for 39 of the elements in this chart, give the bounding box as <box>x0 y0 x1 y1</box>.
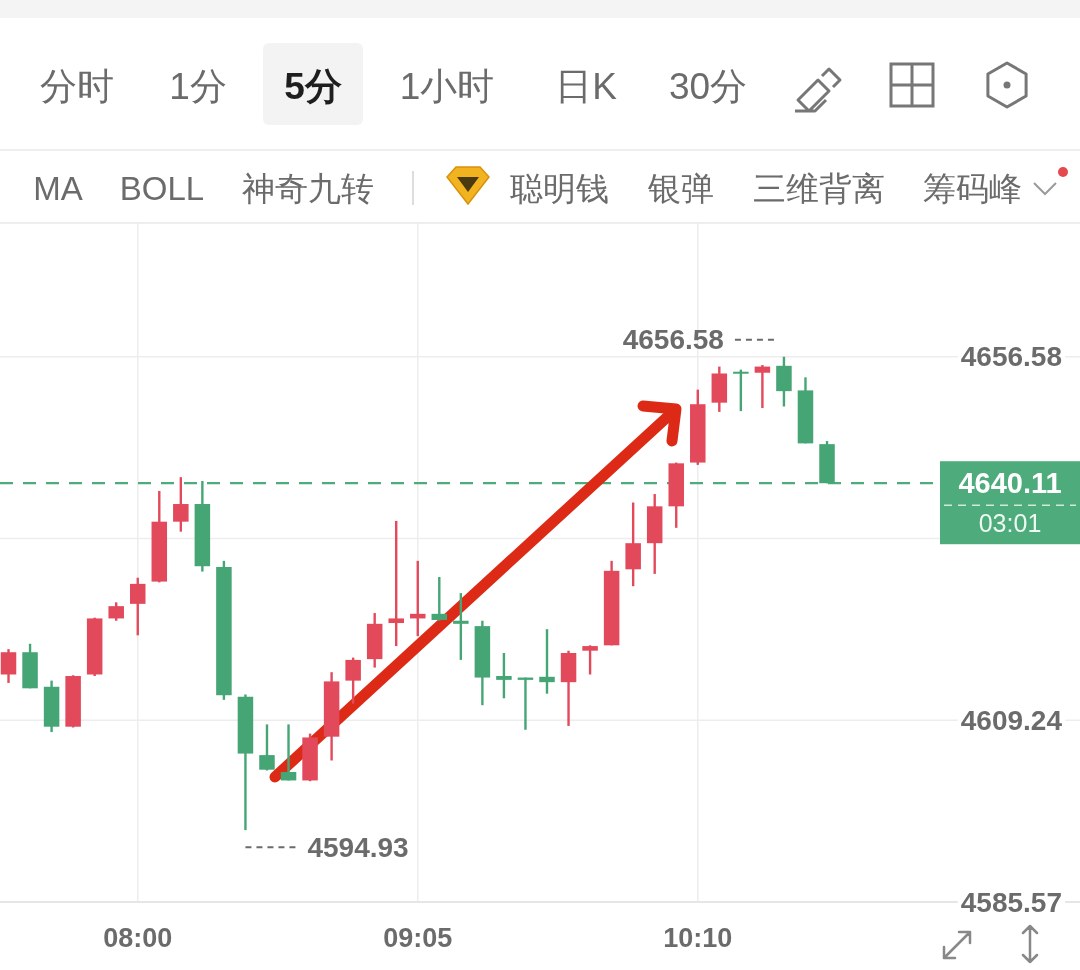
y-tick-label: 4585.57 <box>960 886 1062 918</box>
candlestick <box>259 723 275 772</box>
text: 三维背离 <box>753 169 885 207</box>
x-tick-label: 08:00 <box>103 923 173 953</box>
y-tick-label: 4656.58 <box>960 341 1062 373</box>
candlestick <box>108 601 124 622</box>
ref-line-label: 4640.11 <box>958 467 1062 500</box>
candlestick <box>754 363 771 410</box>
x-tick-label: 09:05 <box>383 923 453 953</box>
candlestick <box>453 591 469 662</box>
candlestick <box>0 647 17 685</box>
candlestick <box>410 559 426 638</box>
text: 神奇九转 <box>242 169 374 207</box>
text: 30分 <box>668 65 748 107</box>
text: 筹码峰 <box>922 169 1022 207</box>
candlestick <box>431 575 448 622</box>
annotation: 4656.58 <box>622 324 724 356</box>
text: 日K <box>555 65 618 107</box>
x-tick-label: 10:10 <box>663 923 733 953</box>
candlestick <box>539 627 555 695</box>
candlestick <box>280 723 297 782</box>
text: 分时 <box>40 65 114 107</box>
candlestick <box>733 368 749 413</box>
annotation: 4594.93 <box>307 831 409 863</box>
candlestick <box>582 644 598 676</box>
candlestick <box>388 519 404 648</box>
text: 聪明钱 <box>509 169 609 207</box>
text: BOLL <box>119 169 205 207</box>
text: MA <box>33 169 83 207</box>
candlestick <box>173 475 189 533</box>
text: 5分 <box>284 65 342 107</box>
text: 1小时 <box>399 65 495 107</box>
candlestick <box>496 651 512 700</box>
candlestick <box>345 656 361 705</box>
candlestick <box>129 576 146 637</box>
text: 03:01 <box>978 509 1042 538</box>
y-tick-label: 4609.24 <box>960 704 1063 736</box>
text: 1分 <box>169 65 227 107</box>
text: 银弹 <box>647 169 714 207</box>
